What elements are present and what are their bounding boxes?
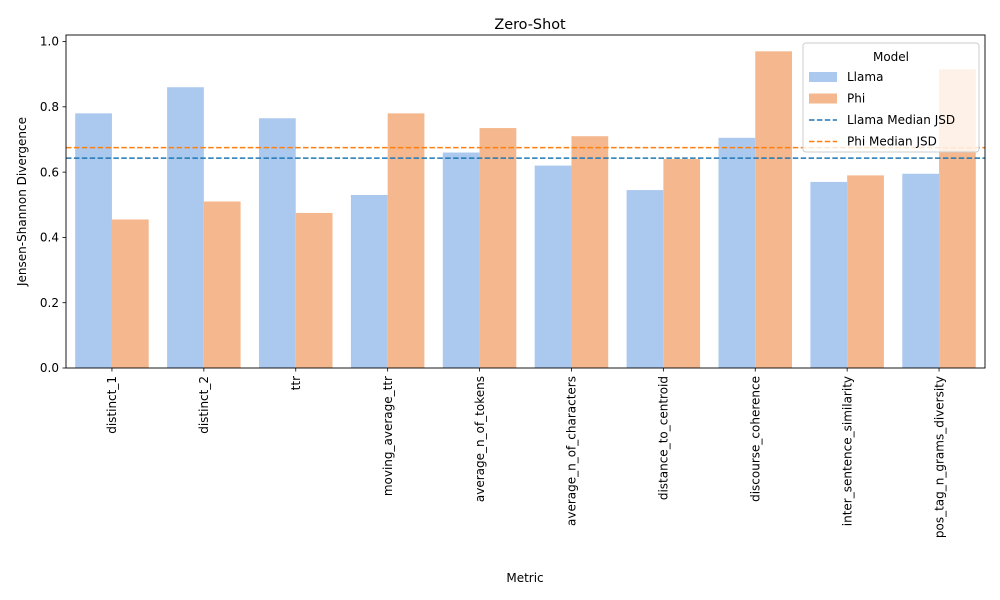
reference-lines-layer: [66, 146, 985, 159]
legend-box: [802, 42, 980, 153]
bar-llama-distinct-2: [167, 87, 204, 368]
x-tick-label: average_n_of_characters: [565, 376, 579, 526]
plot-frame: [65, 34, 986, 369]
y-tick-label: 0.0: [40, 361, 59, 375]
x-axis: distinct_1 distinct_2 ttr moving_average_tt…: [105, 368, 946, 538]
bar-phi-average-n-of-characters: [571, 136, 609, 368]
y-tick-label: 0.8: [40, 100, 59, 114]
x-tick-label: ttr: [289, 376, 303, 390]
bar-llama-average-n-of-tokens: [442, 152, 480, 368]
y-tick-label: 0.4: [40, 231, 59, 245]
legend: Model Llama Phi Llama Median JSD Phi Median…: [802, 42, 980, 153]
bar-llama-ttr: [258, 118, 296, 368]
legend-label-phi-median-jsd: Phi Median JSD: [847, 135, 937, 149]
legend-swatch-llama: [809, 72, 837, 82]
legend-label-phi: Phi: [847, 92, 865, 106]
x-tick-label: moving_average_ttr: [381, 376, 395, 496]
bar-phi-distance-to-centroid: [663, 159, 701, 368]
bar-llama-average-n-of-characters: [534, 165, 572, 368]
x-tick-label: distinct_2: [197, 376, 211, 434]
y-axis: 0.0 0.2 0.4 0.6 0.8 1.0: [40, 35, 66, 375]
bar-phi-distinct-2: [203, 201, 241, 368]
legend-entries: Llama Phi Llama Median JSD Phi Median JSD: [809, 70, 955, 149]
y-tick-label: 0.6: [40, 165, 59, 179]
x-tick-label: pos_tag_n_grams_diversity: [932, 376, 946, 538]
x-tick-label: discourse_coherence: [748, 376, 762, 502]
bar-llama-distinct-1: [75, 113, 112, 369]
x-tick-label: inter_sentence_similarity: [840, 376, 854, 526]
bar-phi-ttr: [295, 212, 333, 368]
bar-phi-distinct-1: [111, 219, 149, 368]
y-tick-label: 1.0: [40, 35, 59, 49]
bar-phi-moving-average-ttr: [387, 113, 425, 369]
x-tick-label: average_n_of_tokens: [473, 376, 487, 502]
legend-label-llama: Llama: [847, 70, 883, 84]
y-axis-label: Jensen-Shannon Divergence: [15, 117, 29, 287]
bar-llama-inter-sentence-similarity: [810, 181, 848, 368]
y-tick-label: 0.2: [40, 296, 59, 310]
bars-layer: [75, 51, 976, 369]
x-axis-label: Metric: [506, 571, 543, 585]
bar-llama-discourse-coherence: [718, 137, 756, 368]
bar-llama-moving-average-ttr: [350, 194, 388, 368]
bar-phi-average-n-of-tokens: [479, 128, 517, 368]
x-tick-label: distinct_1: [105, 376, 119, 434]
bar-phi-inter-sentence-similarity: [847, 175, 884, 368]
legend-swatch-phi: [809, 93, 837, 104]
bar-phi-discourse-coherence: [755, 51, 793, 369]
bar-llama-pos-tag-n-grams-diversity: [902, 173, 940, 368]
x-tick-label: distance_to_centroid: [657, 376, 671, 500]
legend-label-llama-median-jsd: Llama Median JSD: [847, 113, 955, 127]
chart-title: Zero-Shot: [494, 17, 566, 33]
legend-title: Model: [873, 50, 909, 64]
bar-llama-distance-to-centroid: [626, 190, 664, 368]
